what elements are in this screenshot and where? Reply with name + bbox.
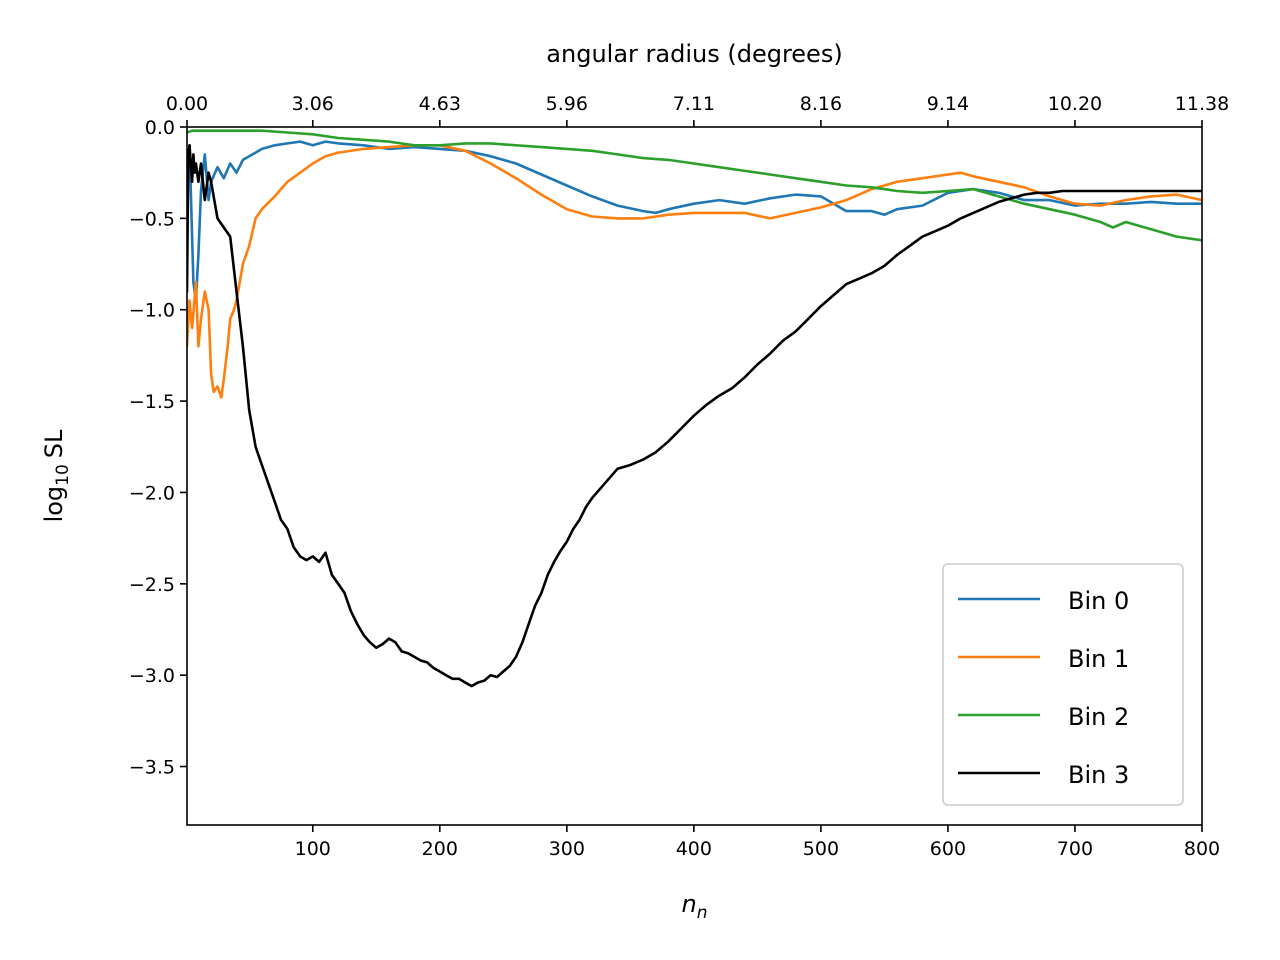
- top-x-tick-label: 7.11: [673, 93, 715, 115]
- top-x-tick-label: 8.16: [800, 93, 842, 115]
- y-axis-title-subscript: 10: [53, 464, 73, 486]
- axes-layer: 100 200 300 400 500 600 700 800 0.00 3.06 4.63 5.96…: [129, 93, 1229, 860]
- y-tick-label: −1.5: [129, 391, 175, 413]
- x-tick-label: 500: [803, 838, 839, 860]
- y-tick-label: −2.5: [129, 574, 175, 596]
- top-x-axis-title: angular radius (degrees): [546, 40, 842, 68]
- legend: Bin 0 Bin 1 Bin 2 Bin 3: [942, 563, 1184, 806]
- y-tick-label: −1.0: [129, 300, 175, 322]
- series-line-bin-1: [187, 144, 1202, 399]
- series-lines: [187, 129, 1202, 688]
- x-tick-label: 200: [422, 838, 458, 860]
- legend-label-bin-0: Bin 0: [1068, 587, 1129, 615]
- y-tick-label: −0.5: [129, 208, 175, 230]
- y-tick-label: −3.0: [129, 665, 175, 687]
- legend-label-bin-3: Bin 3: [1068, 761, 1129, 789]
- x-tick-label: 600: [930, 838, 966, 860]
- legend-label-bin-2: Bin 2: [1068, 703, 1129, 731]
- y-axis-title-main: log: [40, 486, 68, 523]
- series-line-bin-3: [187, 144, 1202, 688]
- legend-box: [942, 563, 1184, 806]
- top-x-tick-label: 10.20: [1048, 93, 1102, 115]
- legend-label-bin-1: Bin 1: [1068, 645, 1129, 673]
- x-axis-title: nn: [682, 890, 708, 923]
- x-tick-label: 400: [676, 838, 712, 860]
- top-x-tick-label: 4.63: [419, 93, 461, 115]
- y-tick-label: −3.5: [129, 757, 175, 779]
- x-tick-label: 800: [1184, 838, 1220, 860]
- top-x-tick-label: 11.38: [1175, 93, 1229, 115]
- y-axis-title-unit: SL: [40, 429, 68, 458]
- x-axis-title-subscript: n: [697, 903, 708, 923]
- y-tick-label: −2.0: [129, 482, 175, 504]
- y-tick-label: 0.0: [145, 117, 175, 139]
- series-line-bin-0: [187, 140, 1202, 302]
- x-tick-label: 700: [1057, 838, 1093, 860]
- top-x-tick-label: 5.96: [546, 93, 588, 115]
- plot-content: [187, 129, 1202, 688]
- top-x-tick-label: 9.14: [927, 93, 969, 115]
- y-axis-title: log10 SL: [40, 429, 73, 522]
- x-tick-label: 300: [549, 838, 585, 860]
- series-line-bin-2: [187, 129, 1202, 242]
- top-x-tick-label: 0.00: [166, 93, 208, 115]
- x-axis-title-main: n: [682, 890, 697, 918]
- top-x-tick-label: 3.06: [292, 93, 334, 115]
- x-tick-label: 100: [295, 838, 331, 860]
